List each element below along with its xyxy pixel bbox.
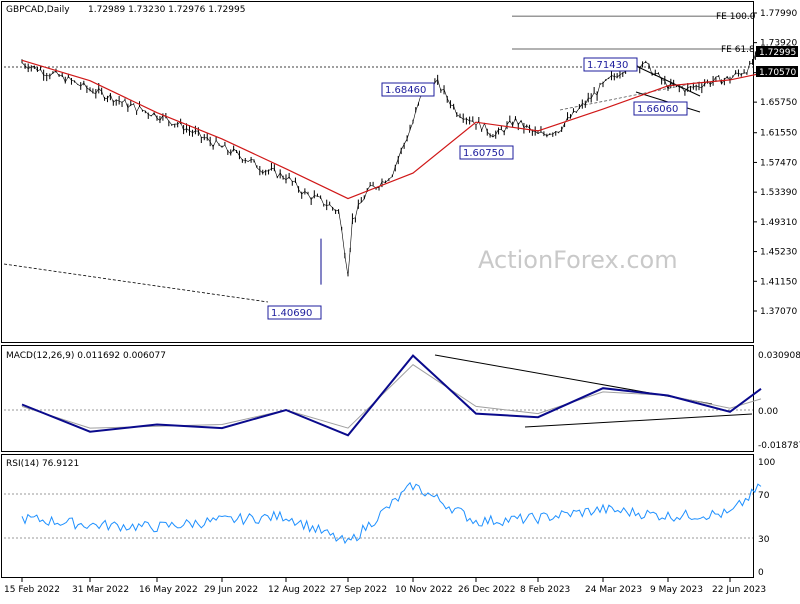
date-axis: 15 Feb 2022 31 Mar 2022 16 May 2022 29 Jun …: [4, 578, 766, 595]
svg-text:1.72995: 1.72995: [759, 48, 796, 58]
svg-text:1.66060: 1.66060: [637, 104, 678, 115]
price-tick-label: 1.37070: [760, 307, 797, 317]
price-tick-label: 1.45230: [760, 248, 797, 258]
date-label: 8 Feb 2023: [520, 585, 570, 595]
svg-text:1.71430: 1.71430: [587, 60, 628, 71]
sma-layer: [21, 59, 762, 200]
price-tick-label: 1.61550: [760, 129, 797, 139]
watermark-text: ActionForex.com: [478, 246, 678, 274]
rsi-header: RSI(14) 76.9121: [6, 459, 79, 469]
macd-header: MACD(12,26,9) 0.011692 0.006077: [6, 351, 166, 361]
level-price-tag: 1.70570: [756, 66, 798, 78]
callout-160750: 1.60750: [459, 145, 514, 160]
current-price-tag: 1.72995: [756, 46, 798, 58]
price-tick-label: 1.49310: [760, 218, 797, 228]
rsi-line: [21, 481, 762, 545]
price-tick-label: 1.65750: [760, 98, 797, 108]
rsi-tick-label: 70: [758, 491, 770, 501]
ohlc-header: 1.72989 1.73230 1.72976 1.72995: [88, 5, 245, 15]
price-tick-label: 1.41150: [760, 277, 797, 287]
macd-line: [21, 354, 762, 437]
macd-trendline-lower: [524, 413, 753, 428]
callout-140690: 1.40690: [267, 305, 322, 320]
date-label: 9 May 2023: [650, 585, 703, 595]
macd-tick-label: 0.030908: [758, 351, 800, 361]
date-label: 31 Mar 2022: [72, 585, 129, 595]
date-label: 27 Sep 2022: [330, 585, 387, 595]
date-label: 26 Dec 2022: [458, 585, 516, 595]
date-label: 15 Feb 2022: [4, 585, 60, 595]
axis-labels: 1.779901.739201.698001.657501.615501.574…: [753, 9, 800, 578]
price-dashed-trendline: [559, 81, 701, 111]
price-tick-label: 1.73920: [760, 39, 797, 49]
macd-layer: [4, 354, 762, 437]
price-tick-label: 1.53390: [760, 188, 797, 198]
svg-text:1.40690: 1.40690: [271, 308, 312, 319]
dashed-support-line: [3, 263, 269, 303]
price-tick-label: 1.57470: [760, 158, 797, 168]
rsi-layer: [4, 481, 762, 545]
date-label: 29 Jun 2022: [204, 585, 258, 595]
price-trendline-upper: [635, 65, 701, 97]
callout-168460: 1.68460: [381, 82, 435, 97]
instrument-header: GBPCAD,Daily: [6, 5, 70, 15]
price-tick-label: 1.77990: [760, 9, 797, 19]
date-label: 24 Mar 2023: [585, 585, 642, 595]
svg-text:1.70570: 1.70570: [759, 68, 796, 78]
fe618-label: FE 61.8: [721, 45, 755, 55]
callout-166060: 1.66060: [633, 101, 688, 116]
macd-tick-label: -0.018787: [758, 441, 800, 451]
rsi-tick-label: 100: [758, 458, 775, 468]
date-label: 12 Aug 2022: [268, 585, 326, 595]
rsi-tick-label: 0: [758, 568, 764, 578]
svg-text:1.68460: 1.68460: [385, 85, 426, 96]
rsi-panel-frame: [1, 454, 754, 578]
svg-text:1.60750: 1.60750: [463, 148, 504, 159]
price-panel-frame: [1, 1, 754, 343]
callout-171430: 1.71430: [583, 57, 638, 72]
sma-line: [21, 59, 762, 200]
date-label: 22 Jun 2023: [712, 585, 766, 595]
date-label: 16 May 2022: [139, 585, 198, 595]
date-label: 10 Nov 2022: [395, 585, 453, 595]
price-line: [21, 50, 759, 276]
fe100-label: FE 100.0: [716, 12, 756, 22]
rsi-tick-label: 30: [758, 535, 770, 545]
macd-tick-label: 0.00: [758, 407, 778, 417]
